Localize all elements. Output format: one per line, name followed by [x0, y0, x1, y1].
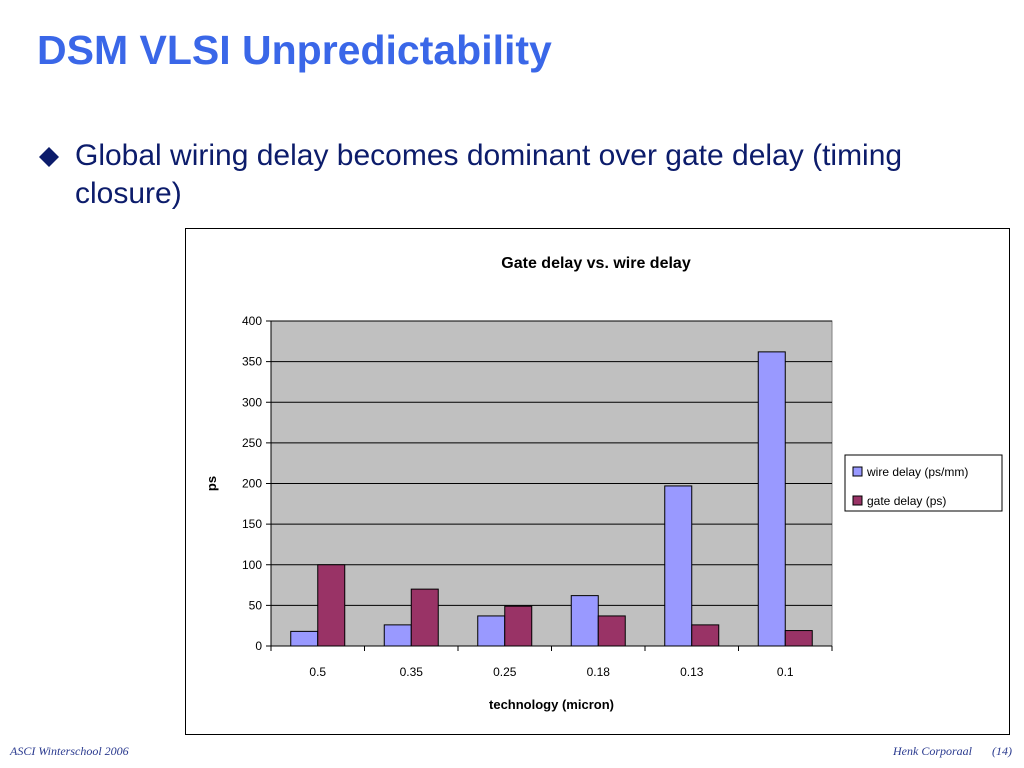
y-tick-label: 400 [242, 314, 262, 328]
footer-left: ASCI Winterschool 2006 [10, 744, 129, 758]
y-axis: 0 50 100 150 200 250 300 350 400 [242, 314, 272, 653]
x-tick-label: 0.18 [587, 665, 611, 679]
y-tick-label: 250 [242, 436, 262, 450]
footer-page-number: (14) [992, 744, 1012, 758]
bar-gate-delay-0.35 [410, 588, 439, 647]
bar-chart: Gate delay vs. wire delay 0 50 100 150 200 25… [204, 255, 1003, 712]
bar-wire-delay-0.1 [757, 351, 786, 647]
x-tick-label: 0.25 [493, 665, 517, 679]
y-tick-label: 100 [242, 558, 262, 572]
legend-box [844, 454, 1003, 512]
x-axis: 0.5 0.35 0.25 0.18 0.13 0.1 [270, 645, 833, 679]
y-tick-label: 300 [242, 395, 262, 409]
legend-swatch [852, 495, 863, 506]
bar-gate-delay-0.18 [597, 615, 626, 647]
footer-right: Henk Corporaal (14) [893, 744, 1012, 759]
bullet-text: Global wiring delay becomes dominant ove… [75, 139, 903, 210]
footer-author: Henk Corporaal [893, 744, 972, 758]
bar-wire-delay-0.13 [664, 485, 693, 647]
chart-frame: Gate delay vs. wire delay 0 50 100 150 200 25… [185, 228, 1010, 735]
chart-title: Gate delay vs. wire delay [501, 255, 691, 272]
legend-label: gate delay (ps) [867, 494, 946, 508]
y-axis-label: ps [204, 476, 219, 491]
x-tick-label: 0.35 [400, 665, 424, 679]
gridlines [271, 320, 832, 606]
bar-gate-delay-0.25 [504, 605, 533, 647]
y-tick-label: 200 [242, 477, 262, 491]
bar-wire-delay-0.25 [477, 615, 506, 647]
x-axis-label: technology (micron) [489, 697, 614, 712]
y-tick-label: 50 [249, 598, 263, 612]
y-tick-label: 0 [255, 639, 262, 653]
y-tick-label: 150 [242, 517, 262, 531]
legend-swatch [852, 466, 863, 477]
x-tick-label: 0.1 [777, 665, 794, 679]
x-tick-label: 0.13 [680, 665, 704, 679]
bar-gate-delay-0.5 [317, 564, 346, 647]
y-tick-label: 350 [242, 355, 262, 369]
bar-wire-delay-0.18 [570, 595, 599, 647]
diamond-bullet-icon [39, 147, 59, 167]
legend-label: wire delay (ps/mm) [866, 465, 968, 479]
bar-gate-delay-0.13 [691, 624, 720, 647]
slide-title: DSM VLSI Unpredictability [37, 27, 552, 73]
x-tick-label: 0.5 [309, 665, 326, 679]
bar-wire-delay-0.5 [290, 630, 319, 647]
bar-gate-delay-0.1 [784, 630, 813, 647]
bar-wire-delay-0.35 [383, 624, 412, 647]
legend: wire delay (ps/mm) gate delay (ps) [844, 454, 1003, 512]
